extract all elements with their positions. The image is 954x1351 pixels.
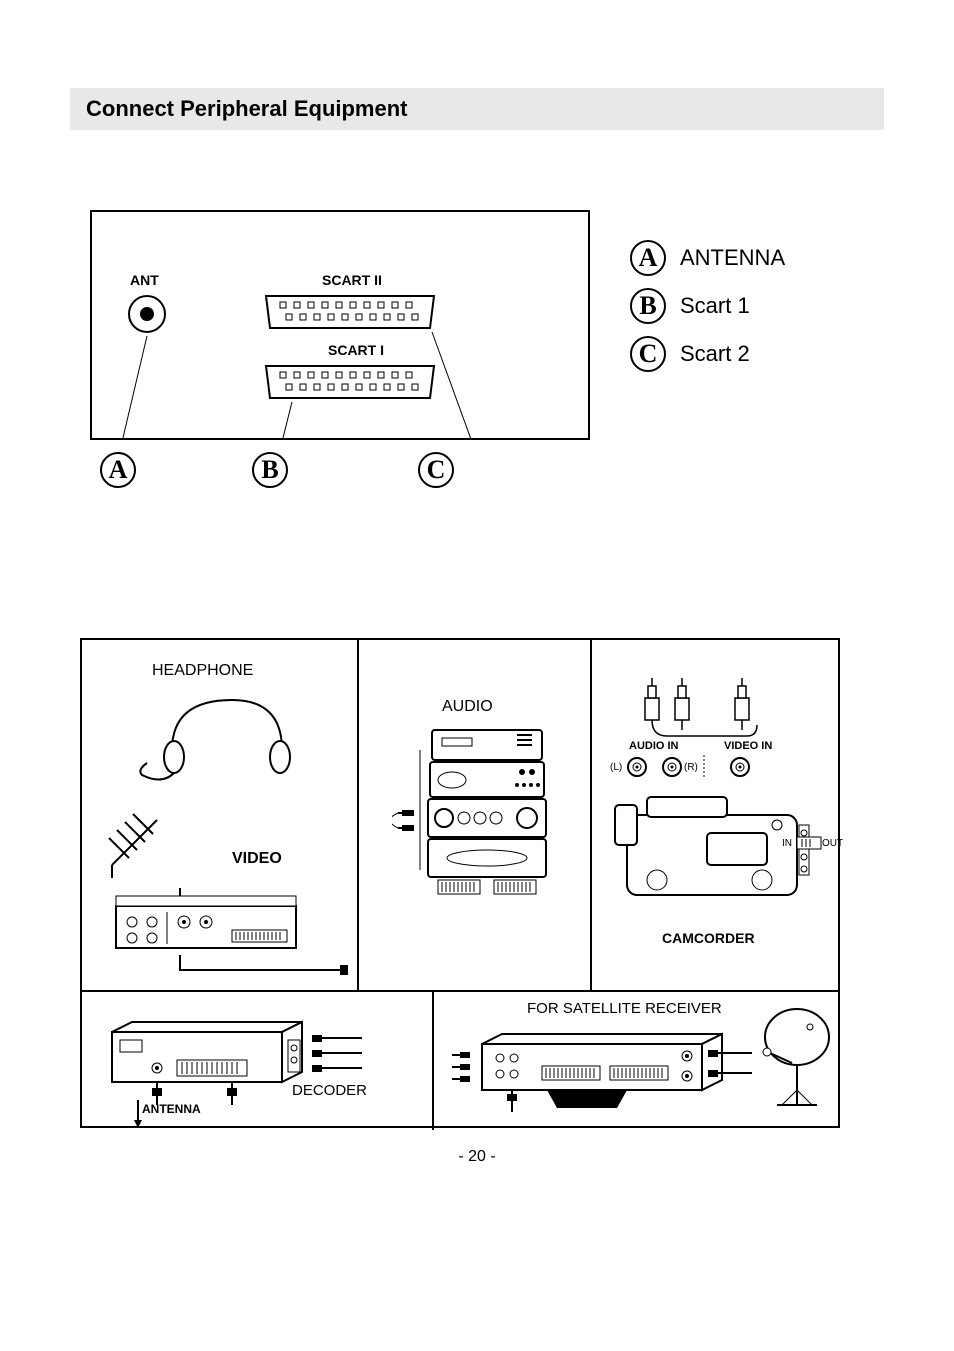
scart1-label: SCART I (328, 342, 384, 358)
legend-text-c: Scart 2 (680, 341, 750, 367)
camcorder-label: CAMCORDER (662, 930, 755, 946)
ant-label: ANT (130, 272, 159, 288)
legend-letter-a: A (630, 240, 666, 276)
headphone-label: HEADPHONE (152, 662, 253, 680)
in-label: IN (782, 838, 792, 849)
camcorder-icon (607, 785, 827, 925)
l-label: (L) (610, 762, 622, 773)
legend-text-a: ANTENNA (680, 245, 785, 271)
scart2-label: SCART II (322, 272, 382, 288)
antenna-aerial-icon (97, 810, 177, 880)
video-label: VIDEO (232, 850, 282, 868)
antenna-arrow-icon (132, 1100, 144, 1128)
antenna-port-icon (125, 292, 169, 336)
vcr-icon (112, 888, 312, 958)
video-in-label: VIDEO IN (724, 740, 772, 752)
out-label: OUT (822, 838, 843, 849)
audio-label: AUDIO (442, 698, 493, 716)
section-title: Connect Peripheral Equipment (70, 88, 884, 130)
headphone-icon (132, 685, 292, 795)
audio-in-label: AUDIO IN (629, 740, 679, 752)
scart2-port-icon (262, 292, 438, 337)
peripherals-diagram: HEADPHONE VIDEO (80, 638, 840, 1128)
legend-text-b: Scart 1 (680, 293, 750, 319)
legend-letter-b: B (630, 288, 666, 324)
antenna-label-bottom: ANTENNA (142, 1102, 201, 1116)
panel-letter-a: A (100, 452, 136, 488)
satellite-label: FOR SATELLITE RECEIVER (527, 1000, 722, 1017)
satellite-dish-icon (752, 1005, 837, 1115)
page-number: - 20 - (70, 1148, 884, 1166)
decoder-label: DECODER (292, 1082, 367, 1099)
hifi-icon (392, 720, 572, 950)
scart1-port-icon (262, 362, 438, 407)
vcr-cable-icon (112, 955, 352, 990)
satellite-receiver-icon (452, 1030, 762, 1120)
panel-letter-c: C (418, 452, 454, 488)
legend-letter-c: C (630, 336, 666, 372)
panel-letter-b: B (252, 452, 288, 488)
legend: A ANTENNA B Scart 1 C Scart 2 (630, 240, 785, 384)
rca-jacks-icon (622, 755, 772, 785)
rca-plugs-icon (637, 670, 767, 740)
connector-panel-diagram: ANT SCART II SCART I (90, 210, 590, 440)
tape-icon (796, 836, 822, 850)
